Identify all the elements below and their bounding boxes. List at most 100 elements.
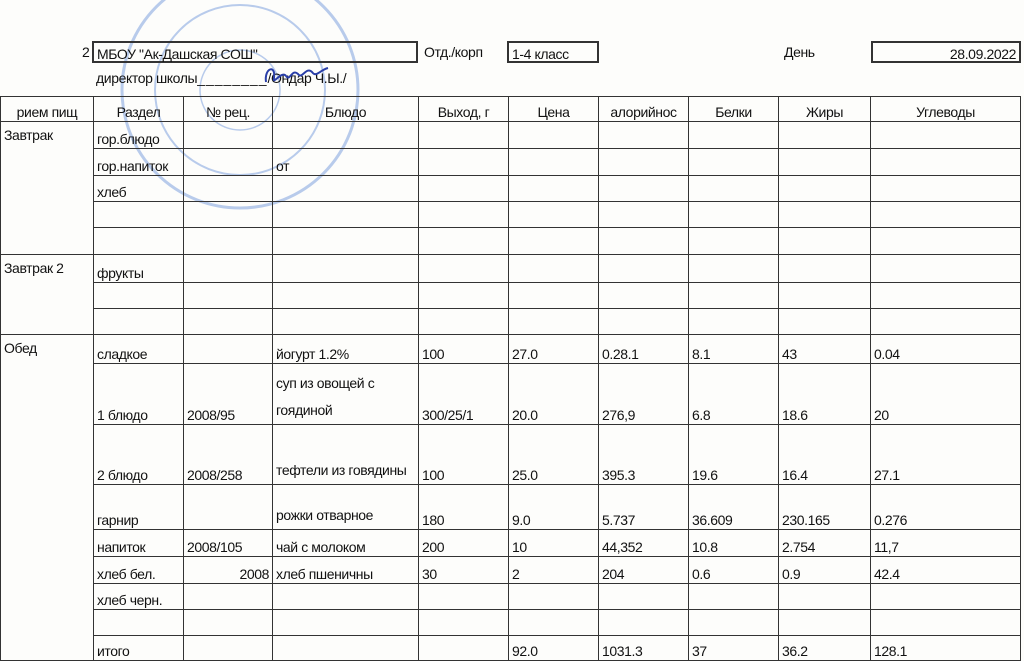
- table-cell: [508, 121, 599, 149]
- column-header: Углеводы: [870, 96, 1021, 122]
- table-cell: гарнир: [93, 484, 184, 530]
- table-cell: гор.напиток: [93, 148, 184, 176]
- table-cell: [688, 609, 779, 636]
- table-cell: [778, 282, 871, 309]
- dept-label: Отд./корп: [424, 44, 483, 60]
- table-cell: [870, 201, 1021, 228]
- table-cell: [688, 583, 779, 610]
- table-cell: [272, 175, 419, 202]
- table-cell: 6.8: [688, 363, 779, 425]
- table-cell: хлеб черн.: [93, 583, 184, 610]
- table-cell: [93, 201, 184, 228]
- table-cell: 100: [418, 334, 509, 364]
- signature-blank: ________: [197, 70, 268, 86]
- table-cell: [508, 308, 599, 335]
- table-row: [1, 308, 1021, 335]
- table-cell: [688, 308, 779, 335]
- table-cell: [272, 254, 419, 283]
- table-cell: йогурт 1.2%: [272, 334, 419, 364]
- table-cell: 0.9: [778, 556, 871, 584]
- table-cell: [870, 175, 1021, 202]
- table-row: хлеб черн.: [1, 583, 1021, 610]
- table-cell: [508, 254, 599, 283]
- table-cell: 0.04: [870, 334, 1021, 364]
- table-cell: 300/25/1: [418, 363, 509, 425]
- table-cell: 0.276: [870, 484, 1021, 530]
- table-cell: хлеб: [93, 175, 184, 202]
- table-cell: [272, 609, 419, 636]
- table-cell: [183, 308, 273, 335]
- column-header: Раздел: [93, 96, 184, 122]
- table-cell: [688, 148, 779, 176]
- table-cell: 27.0: [508, 334, 599, 364]
- table-cell: [870, 227, 1021, 255]
- table-cell: [598, 308, 689, 335]
- table-cell: 1031.3: [598, 635, 689, 661]
- table-cell: тефтели из говядины: [272, 424, 419, 485]
- table-cell: [598, 609, 689, 636]
- column-header: Белки: [688, 96, 779, 122]
- column-header: Блюдо: [272, 96, 419, 122]
- table-row: хлеб: [1, 175, 1021, 202]
- table-cell: [688, 282, 779, 309]
- table-row: 1 блюдо 2008/95 суп из овощей с гоядиной 30…: [1, 363, 1021, 425]
- table-cell: [418, 121, 509, 149]
- table-row: напиток 2008/105 чай с молоком 200 10 44,352 1…: [1, 529, 1021, 557]
- table-cell: [688, 201, 779, 228]
- column-header: Жиры: [778, 96, 871, 122]
- row-number: 2: [82, 44, 90, 60]
- table-cell: [508, 609, 599, 636]
- table-cell: [508, 201, 599, 228]
- table-cell: [688, 121, 779, 149]
- table-cell: 5.737: [598, 484, 689, 530]
- table-cell: [508, 282, 599, 309]
- table-cell: [183, 121, 273, 149]
- table-cell: [508, 175, 599, 202]
- table-cell: [778, 254, 871, 283]
- table-cell: [272, 282, 419, 309]
- table-row: 2 блюдо 2008/258 тефтели из говядины 100 25.…: [1, 424, 1021, 485]
- table-cell: [870, 282, 1021, 309]
- table-cell: 0.28.1: [598, 334, 689, 364]
- table-row: Завтрак гор.блюдо: [0, 121, 1021, 255]
- table-row: Обед сладкое йогурт 1.2% 100 27.0 0.28.1 8.1 43…: [0, 334, 1021, 661]
- table-cell: 2.754: [778, 529, 871, 557]
- table-cell: 92.0: [508, 635, 599, 661]
- column-header: рием пищ: [0, 96, 94, 122]
- table-cell: [870, 308, 1021, 335]
- table-cell: от: [272, 148, 419, 176]
- table-cell: 2008/258: [183, 424, 273, 485]
- table-cell: [183, 254, 273, 283]
- table-cell: [418, 282, 509, 309]
- school-name-field: МБОУ "Ак-Дашская СОШ": [92, 41, 418, 63]
- table-cell: 36.2: [778, 635, 871, 661]
- table-row: итого 92.0 1031.3 37 36.2 128.1: [1, 635, 1021, 661]
- table-cell: [272, 635, 419, 661]
- table-row: хлеб бел. 2008 хлеб пшеничны 30 2 204 0.6 0.9 42…: [1, 556, 1021, 584]
- table-cell: [508, 148, 599, 176]
- table-cell: 1 блюдо: [93, 363, 184, 425]
- date-field: 28.09.2022: [871, 41, 1021, 63]
- table-cell: хлеб бел.: [93, 556, 184, 584]
- table-cell: [778, 609, 871, 636]
- table-cell: 2008/95: [183, 363, 273, 425]
- column-header: Цена: [508, 96, 599, 122]
- table-cell: [272, 201, 419, 228]
- table-cell: 230.165: [778, 484, 871, 530]
- table-cell: [93, 308, 184, 335]
- table-cell: 37: [688, 635, 779, 661]
- table-row: [1, 201, 1021, 228]
- table-cell: рожки отварное: [272, 484, 419, 530]
- table-cell: [870, 583, 1021, 610]
- meal-cell: Обед: [0, 334, 94, 661]
- table-cell: 204: [598, 556, 689, 584]
- table-cell: хлеб пшеничны: [272, 556, 419, 584]
- table-cell: 200: [418, 529, 509, 557]
- table-cell: [183, 334, 273, 364]
- table-row: гарнир рожки отварное 180 9.0 5.737 36.609 230…: [1, 484, 1021, 530]
- table-cell: 20: [870, 363, 1021, 425]
- table-cell: [598, 583, 689, 610]
- meal-cell: Завтрак 2: [0, 254, 94, 335]
- table-cell: 8.1: [688, 334, 779, 364]
- table-row: [1, 282, 1021, 309]
